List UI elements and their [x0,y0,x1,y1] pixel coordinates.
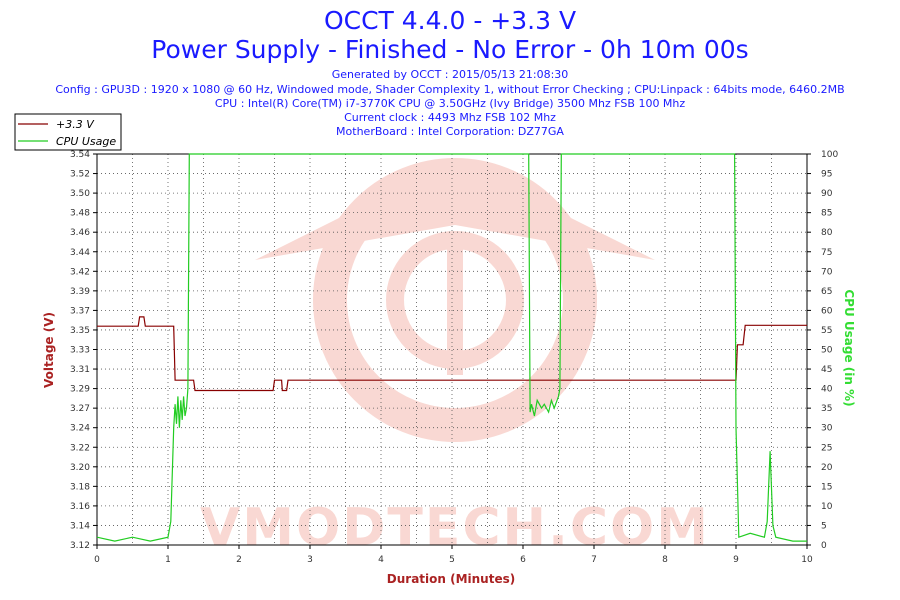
y-tick-label-cpu: 75 [821,248,832,258]
y-tick-label-cpu: 0 [821,541,827,551]
series-line-voltage [97,316,807,392]
y-tick-label-voltage: 3.16 [70,502,90,512]
y-tick-label-voltage: 3.46 [70,228,90,238]
legend-label-cpu: CPU Usage [56,135,116,148]
chart-subtitle: Power Supply - Finished - No Error - 0h … [151,35,749,64]
y-tick-label-cpu: 50 [821,346,833,356]
y-tick-label-cpu: 60 [821,306,833,316]
y-tick-label-voltage: 3.24 [70,424,90,434]
legend: +3.3 V CPU Usage [14,113,122,151]
y-tick-label-cpu: 85 [821,209,832,219]
y-tick-label-cpu: 95 [821,170,832,180]
y-tick-label-voltage: 3.42 [70,267,90,277]
y-tick-label-voltage: 3.48 [70,209,90,219]
y-tick-label-cpu: 100 [821,150,838,160]
watermark-text: VMODTECH.COM [200,498,710,558]
watermark-logo: VMODTECH.COM [200,158,710,558]
y-tick-label-voltage: 3.18 [70,482,90,492]
y-tick-label-voltage: 3.20 [70,463,90,473]
y-tick-label-voltage: 3.33 [70,346,90,356]
y-axis-cpu-usage: 0 5 10 15 20 25 30 35 40 45 50 55 60 65 70 75 80 85 90 95 10… [807,150,838,551]
x-tick-label: 7 [591,555,597,565]
y-tick-label-cpu: 30 [821,424,833,434]
y-tick-label-voltage: 3.52 [70,170,90,180]
cpu-info: CPU : Intel(R) Core(TM) i7-3770K CPU @ 3… [214,97,686,110]
x-tick-label: 2 [236,555,242,565]
y-axis-title-cpu-usage: CPU Usage (in %) [842,289,856,406]
y-tick-label-voltage: 3.12 [70,541,90,551]
y-tick-label-voltage: 3.35 [70,326,90,336]
y-tick-label-cpu: 25 [821,443,832,453]
y-tick-label-voltage: 3.22 [70,443,90,453]
y-tick-label-cpu: 70 [821,267,833,277]
legend-label-voltage: +3.3 V [56,118,95,131]
y-tick-label-cpu: 45 [821,365,832,375]
y-tick-label-cpu: 90 [821,189,833,199]
x-axis-title: Duration (Minutes) [387,572,515,586]
y-tick-label-cpu: 55 [821,326,832,336]
x-tick-label: 3 [307,555,313,565]
y-tick-label-voltage: 3.31 [70,365,90,375]
x-tick-label: 6 [520,555,526,565]
y-tick-label-cpu: 20 [821,463,833,473]
series-line-cpu-usage [96,153,807,542]
y-axis-voltage: 3.12 3.14 3.16 3.18 3.20 3.22 3.24 3.27 3.29 3.31… [70,150,97,551]
y-tick-label-cpu: 40 [821,385,833,395]
y-tick-label-voltage: 3.27 [70,404,90,414]
config-info: Config : GPU3D : 1920 x 1080 @ 60 Hz, Wi… [55,83,845,96]
motherboard-info: MotherBoard : Intel Corporation: DZ77GA [336,125,564,138]
y-tick-label-cpu: 80 [821,228,833,238]
y-tick-label-cpu: 65 [821,287,832,297]
y-tick-label-voltage: 3.29 [70,385,90,395]
y-tick-label-voltage: 3.54 [70,150,90,160]
x-tick-label: 10 [801,555,813,565]
y-axis-title-voltage: Voltage (V) [42,312,56,388]
generated-info: Generated by OCCT : 2015/05/13 21:08:30 [331,68,569,81]
y-tick-label-cpu: 35 [821,404,832,414]
x-tick-label: 4 [378,555,384,565]
y-tick-label-voltage: 3.44 [70,248,90,258]
x-tick-label: 1 [165,555,171,565]
y-tick-label-voltage: 3.14 [70,521,90,531]
clock-info: Current clock : 4493 Mhz FSB 102 Mhz [344,111,556,124]
x-tick-label: 8 [662,555,668,565]
y-tick-label-voltage: 3.50 [70,189,90,199]
y-tick-label-voltage: 3.39 [70,287,90,297]
y-tick-label-cpu: 15 [821,482,832,492]
x-tick-label: 5 [449,555,455,565]
x-axis: 0 1 2 3 4 5 6 7 8 9 10 [94,545,813,565]
x-tick-label: 0 [94,555,100,565]
y-tick-label-cpu: 10 [821,502,833,512]
chart-title: OCCT 4.4.0 - +3.3 V [323,6,577,35]
x-tick-label: 9 [733,555,739,565]
y-tick-label-cpu: 5 [821,521,827,531]
y-tick-label-voltage: 3.37 [70,306,90,316]
legend-box [14,113,122,151]
series-group [96,153,807,542]
